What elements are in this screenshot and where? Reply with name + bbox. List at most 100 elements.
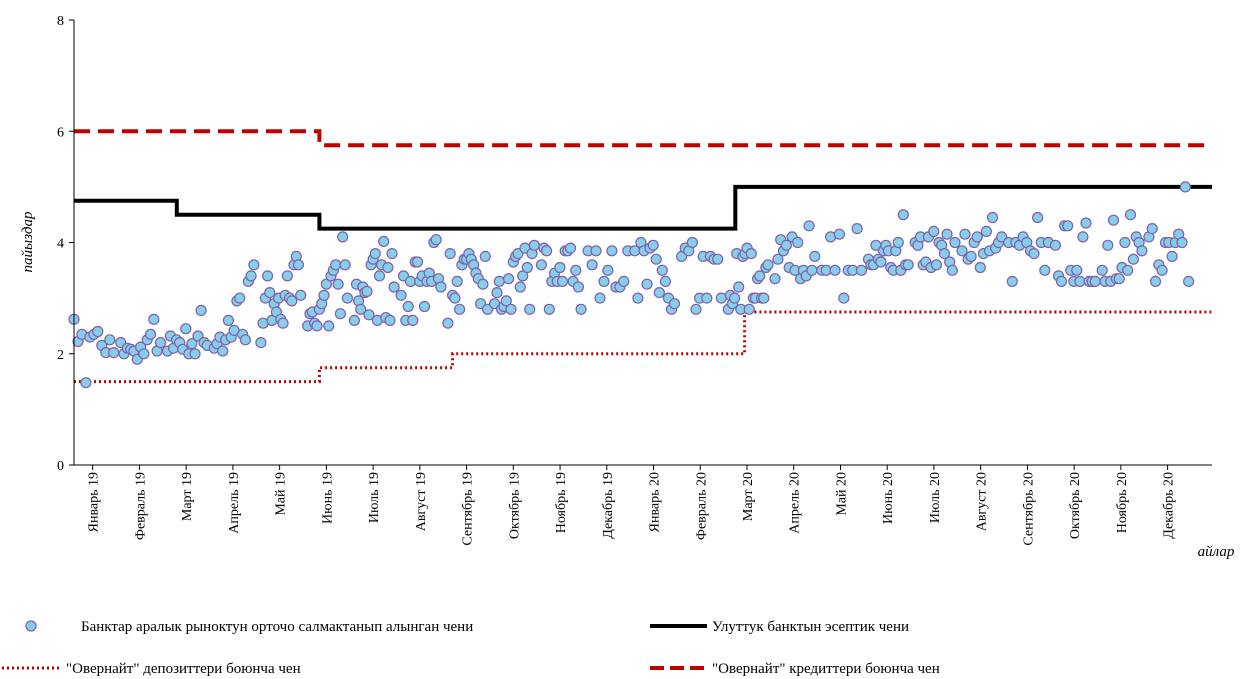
data-point: [650, 253, 662, 265]
data-point: [411, 256, 424, 268]
data-point: [500, 295, 512, 307]
y-tick-label: 6: [57, 125, 64, 140]
data-point: [1031, 211, 1044, 224]
x-tick-label: Март 19: [180, 472, 195, 521]
data-point: [222, 314, 234, 326]
data-point: [780, 239, 793, 251]
data-point: [311, 320, 323, 332]
x-tick-label: Ноябрь 19: [554, 472, 569, 533]
data-point: [1176, 236, 1188, 249]
data-point: [80, 377, 92, 389]
data-point: [1039, 264, 1051, 276]
data-point: [829, 264, 841, 276]
data-point: [479, 250, 491, 262]
data-point: [1077, 231, 1089, 243]
legend-item-overnight-credit: "Овернайт" кредиттери боюнча чен: [650, 661, 940, 677]
data-point: [491, 287, 503, 299]
data-point: [384, 314, 396, 326]
y-tick-label: 8: [57, 14, 64, 29]
data-point: [606, 245, 618, 257]
legend-label-policy-rate: Улуттук банктын эсептик чени: [712, 619, 909, 635]
data-point: [318, 289, 330, 301]
data-point: [647, 239, 659, 251]
legend-item-interbank: Банктар аралык рыноктун орточо салмактан…: [25, 619, 473, 635]
x-tick-label: Июль 20: [928, 472, 943, 523]
data-point: [833, 228, 846, 240]
data-point: [180, 323, 192, 335]
data-point: [1166, 250, 1178, 262]
data-point: [355, 303, 367, 315]
data-point: [395, 289, 407, 301]
data-point: [745, 248, 757, 260]
data-point: [144, 328, 157, 340]
data-point: [418, 300, 431, 313]
data-point: [653, 287, 665, 299]
data-point: [348, 314, 360, 326]
data-point: [277, 317, 289, 329]
data-point: [154, 337, 167, 349]
y-axis-title: пайыздар: [20, 211, 36, 272]
data-point: [104, 334, 116, 346]
data-point: [855, 264, 868, 276]
data-point: [949, 236, 961, 249]
x-tick-label: Февраль 19: [133, 472, 148, 540]
series-line-2: [74, 310, 1212, 384]
data-point: [451, 275, 463, 287]
plot-area: [68, 129, 1212, 389]
data-point: [659, 275, 672, 287]
data-point: [668, 298, 681, 310]
data-point: [341, 292, 353, 304]
data-point: [435, 281, 447, 293]
data-point: [598, 275, 610, 287]
data-point: [430, 234, 442, 246]
data-point: [946, 264, 958, 276]
data-point: [986, 211, 999, 224]
data-point: [743, 303, 755, 315]
data-point: [902, 259, 914, 271]
data-point: [524, 303, 536, 315]
x-ticks: Январь 19 Февраль 19 Март 19 Апрель 19 Май 1…: [87, 465, 1177, 546]
data-point: [248, 259, 260, 271]
data-point: [733, 281, 745, 293]
legend-label-overnight-deposit: "Овернайт" депозиттери боюнча чен: [66, 661, 301, 677]
data-point: [234, 292, 246, 304]
data-point: [442, 317, 454, 329]
data-point: [1127, 253, 1140, 265]
y-tick-label: 0: [57, 459, 64, 474]
data-point: [590, 245, 602, 257]
data-point: [369, 248, 381, 260]
x-tick-label: Декабрь 19: [601, 472, 616, 539]
x-tick-label: Сентябрь 20: [1021, 472, 1036, 546]
data-point: [386, 248, 398, 260]
data-point: [1146, 223, 1158, 235]
data-point: [1182, 275, 1195, 287]
y-tick-label: 2: [57, 348, 64, 363]
data-point: [851, 223, 863, 235]
data-point: [928, 225, 940, 237]
data-point: [404, 275, 417, 287]
data-point: [320, 278, 332, 290]
data-point: [586, 259, 598, 271]
data-point: [892, 236, 904, 249]
data-point: [217, 345, 229, 357]
x-tick-label: Январь 19: [87, 472, 102, 532]
data-point: [514, 281, 526, 293]
x-tick-label: Август 20: [975, 472, 990, 531]
data-point: [477, 278, 489, 290]
data-point: [195, 304, 207, 316]
x-tick-label: Апрель 20: [788, 472, 803, 534]
data-point: [378, 235, 390, 247]
data-point: [838, 292, 850, 304]
data-point: [1055, 275, 1068, 287]
data-point: [281, 270, 293, 282]
x-tick-label: Июнь 20: [881, 472, 896, 524]
data-point: [556, 275, 569, 287]
data-point: [930, 259, 943, 271]
data-point: [656, 264, 668, 276]
data-point: [690, 303, 702, 315]
data-point: [1122, 264, 1134, 276]
data-point: [641, 278, 653, 290]
x-tick-label: Ноябрь 20: [1115, 472, 1130, 533]
x-tick-label: Июль 19: [367, 472, 382, 523]
x-tick-label: Сентябрь 19: [461, 472, 476, 546]
